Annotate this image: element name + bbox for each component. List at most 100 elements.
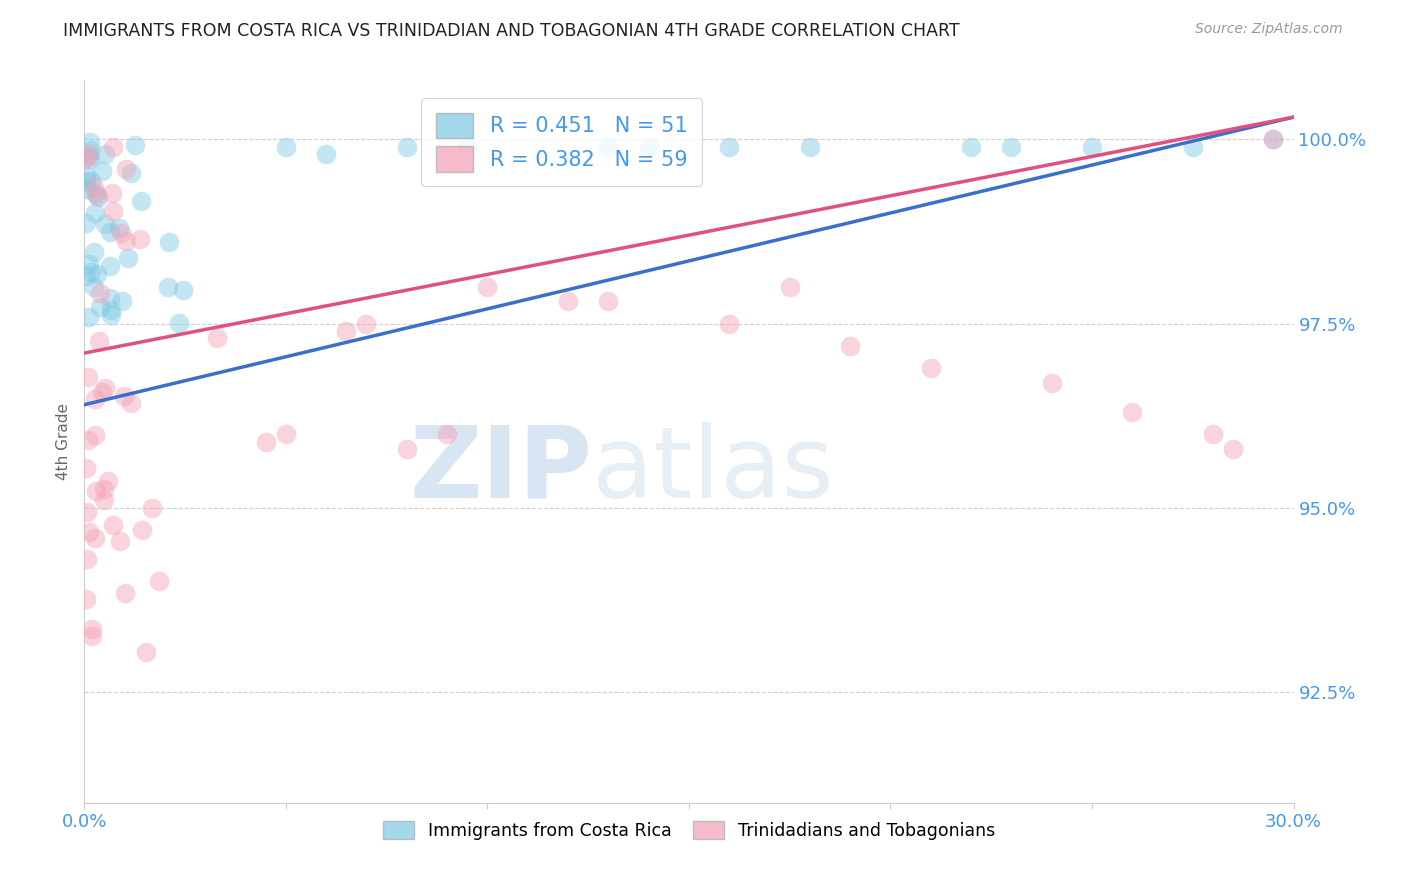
Point (75, 268, 97, 283)
Point (101, 186, 124, 200)
Point (114, 586, 136, 600)
Point (101, 204, 124, 219)
Text: ZIP: ZIP (409, 422, 592, 519)
Point (80, 622, 103, 636)
Point (436, 427, 458, 442)
Point (75, 152, 97, 166)
Point (839, 339, 862, 353)
Point (169, 316, 191, 330)
Point (83, 244, 105, 259)
Point (75, 216, 97, 230)
Point (395, 139, 418, 153)
Point (108, 220, 131, 235)
Point (83, 280, 105, 294)
Point (1081, 139, 1104, 153)
Point (124, 137, 146, 152)
Point (97, 474, 120, 488)
Point (598, 139, 620, 153)
Point (89, 285, 111, 300)
Point (75, 591, 97, 606)
Point (90, 164, 112, 178)
Point (98, 259, 121, 273)
Point (779, 279, 801, 293)
Point (920, 360, 942, 375)
Point (101, 518, 124, 533)
Point (100, 308, 122, 322)
Point (84, 428, 107, 442)
Point (1000, 139, 1022, 153)
Point (79, 524, 101, 539)
Point (93, 493, 115, 508)
Point (129, 232, 152, 246)
Point (93, 482, 115, 496)
Text: atlas: atlas (592, 422, 834, 519)
Point (557, 294, 579, 309)
Point (1121, 405, 1143, 419)
Point (108, 533, 131, 548)
Point (207, 331, 229, 345)
Point (93, 217, 115, 231)
Point (315, 147, 337, 161)
Point (80, 174, 103, 188)
Point (112, 389, 135, 403)
Point (89, 334, 111, 348)
Point (456, 139, 478, 153)
Point (1263, 132, 1285, 146)
Point (76, 552, 98, 566)
Point (79, 135, 101, 149)
Point (477, 279, 499, 293)
Text: IMMIGRANTS FROM COSTA RICA VS TRINIDADIAN AND TOBAGONIAN 4TH GRADE CORRELATION C: IMMIGRANTS FROM COSTA RICA VS TRINIDADIA… (63, 22, 960, 40)
Point (120, 396, 142, 410)
Point (356, 317, 378, 331)
Point (120, 166, 142, 180)
Point (110, 226, 132, 240)
Point (75, 174, 97, 188)
Point (79, 265, 101, 279)
Point (598, 294, 620, 309)
Point (86, 190, 108, 204)
Point (637, 139, 659, 153)
Point (89, 300, 111, 314)
Point (100, 302, 122, 317)
Point (157, 235, 180, 250)
Point (274, 427, 297, 442)
Point (148, 574, 170, 588)
Point (83, 531, 105, 545)
Point (135, 645, 157, 659)
Point (1222, 442, 1244, 456)
Point (76, 146, 98, 161)
Legend: Immigrants from Costa Rica, Trinidadians and Tobagonians: Immigrants from Costa Rica, Trinidadians… (374, 813, 1004, 848)
Point (98, 291, 121, 305)
Point (98, 225, 121, 239)
Point (77, 257, 100, 271)
Point (83, 206, 105, 220)
Point (94, 381, 117, 395)
Point (76, 504, 98, 518)
Point (75, 169, 97, 183)
Point (960, 139, 983, 153)
Point (77, 310, 100, 325)
Point (77, 149, 100, 163)
Point (86, 187, 108, 202)
Point (94, 146, 117, 161)
Point (131, 524, 153, 538)
Point (84, 392, 107, 406)
Point (172, 283, 194, 297)
Text: Source: ZipAtlas.com: Source: ZipAtlas.com (1195, 22, 1343, 37)
Point (75, 460, 97, 475)
Y-axis label: 4th Grade: 4th Grade (56, 403, 72, 480)
Point (718, 139, 741, 153)
Point (86, 267, 108, 281)
Point (274, 139, 297, 153)
Point (110, 294, 132, 309)
Point (79, 144, 101, 158)
Point (76, 370, 98, 384)
Point (82, 629, 104, 643)
Point (101, 139, 124, 153)
Point (1040, 376, 1063, 390)
Point (83, 186, 105, 201)
Point (79, 152, 101, 166)
Point (157, 280, 180, 294)
Point (254, 434, 277, 449)
Point (84, 484, 107, 499)
